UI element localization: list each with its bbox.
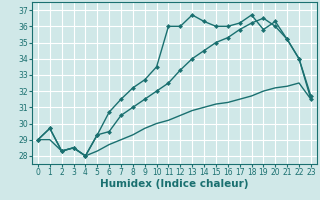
X-axis label: Humidex (Indice chaleur): Humidex (Indice chaleur) [100,179,249,189]
